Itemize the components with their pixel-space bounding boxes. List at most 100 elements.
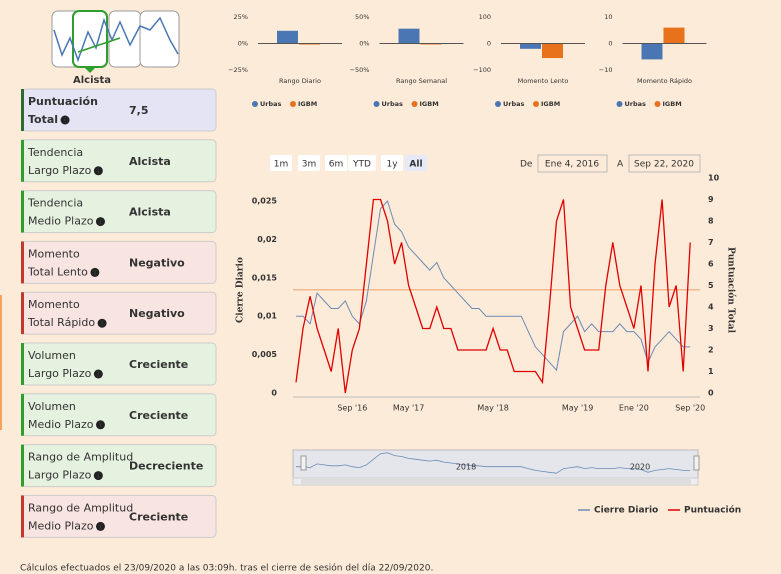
info-icon <box>93 166 103 176</box>
range-button[interactable] <box>348 155 376 171</box>
legend-swatch <box>533 101 539 107</box>
card-label: Medio Plazo <box>28 418 94 431</box>
info-icon <box>95 420 105 430</box>
card-label: Total Rápido <box>27 316 95 329</box>
info-icon <box>90 267 100 277</box>
y-tick-label: 25% <box>234 13 248 21</box>
legend-label: Urbas <box>503 100 525 108</box>
y2-tick-label: 4 <box>708 303 714 312</box>
y-tick-label: 0 <box>608 40 612 48</box>
x-tick-label: May '17 <box>393 404 424 413</box>
navigator-handle[interactable] <box>693 455 700 471</box>
range-button[interactable] <box>298 155 320 171</box>
info-icon <box>60 115 70 125</box>
y2-tick-label: 0 <box>708 389 714 398</box>
navigator[interactable] <box>292 449 699 479</box>
y2-tick-label: 3 <box>708 324 714 333</box>
chart-title: Momento Lento <box>518 77 569 85</box>
y2-tick-label: 1 <box>708 367 714 376</box>
card-value: Decreciente <box>129 460 203 473</box>
card-label: Tendencia <box>27 197 83 210</box>
legend-swatch <box>373 101 380 107</box>
navigator-label: 2020 <box>630 463 650 472</box>
date-input[interactable] <box>537 154 608 173</box>
series-line <box>295 198 691 394</box>
info-icon <box>95 521 105 531</box>
legend-swatch <box>411 101 418 107</box>
card-accent <box>21 292 24 335</box>
to-label: A <box>617 160 624 170</box>
y-tick-label: 0% <box>359 40 369 48</box>
card-accent <box>21 139 24 182</box>
y-tick-label: 0% <box>238 40 248 48</box>
card-label: Largo Plazo <box>28 367 92 380</box>
legend-swatch <box>252 101 258 107</box>
navigator-line <box>296 452 691 474</box>
y2-tick-label: 2 <box>708 346 714 355</box>
scrollbar-thumb[interactable] <box>301 478 691 485</box>
y2-tick-label: 8 <box>708 217 714 226</box>
info-icon <box>97 318 107 328</box>
legend-label: IGBM <box>420 100 439 108</box>
y-axis-title: Cierre Diario <box>236 257 246 323</box>
y-tick-label: 0,01 <box>257 312 277 321</box>
info-glyph: i <box>99 522 102 531</box>
card-value: Creciente <box>129 409 188 422</box>
x-tick-label: Sep '16 <box>337 404 367 413</box>
from-label: De <box>520 160 533 170</box>
date-input-text[interactable]: Sep 22, 2020 <box>634 160 694 170</box>
card-label: Medio Plazo <box>28 519 94 532</box>
bar <box>277 30 298 44</box>
legend-label: Puntuación <box>684 505 741 516</box>
info-icon <box>93 471 103 481</box>
logo: Alcista <box>51 10 180 86</box>
y-tick-label: −100 <box>473 66 491 74</box>
info-icon <box>95 217 105 227</box>
y2-axis-title: Puntuación Total <box>726 247 737 334</box>
card-accent <box>21 241 24 284</box>
range-button[interactable] <box>405 155 427 171</box>
date-input-text[interactable]: Ene 4, 2016 <box>545 160 599 170</box>
range-button-label[interactable]: 6m <box>329 160 344 170</box>
legend-label: Cierre Diario <box>594 506 658 516</box>
range-button-label[interactable]: 1y <box>386 160 398 170</box>
range-button[interactable] <box>381 155 403 171</box>
y-tick-label: 0,025 <box>252 197 278 206</box>
range-button-label[interactable]: 3m <box>302 160 317 170</box>
date-input[interactable] <box>628 154 701 173</box>
info-glyph: i <box>64 116 67 125</box>
info-icon <box>93 369 103 379</box>
card-label: Total Lento <box>27 265 88 278</box>
footer: Cálculos efectuados el 23/09/2020 a las … <box>20 563 433 574</box>
navigator-handle[interactable] <box>300 455 307 471</box>
chart-title: Rango Semanal <box>396 77 447 85</box>
x-tick-label: May '18 <box>477 404 508 413</box>
range-button[interactable] <box>325 155 347 171</box>
card-label: Medio Plazo <box>28 215 94 228</box>
legend-label: Urbas <box>382 100 404 108</box>
bar <box>542 43 563 59</box>
logo-trend <box>77 37 121 53</box>
info-glyph: i <box>97 166 100 175</box>
range-button[interactable] <box>270 155 292 171</box>
range-button-label[interactable]: YTD <box>352 160 371 170</box>
legend-swatch <box>290 101 296 107</box>
y2-tick-label: 10 <box>708 174 720 183</box>
info-glyph: i <box>94 268 97 277</box>
range-button-label[interactable]: All <box>409 160 422 170</box>
card-value: Creciente <box>129 358 188 371</box>
legend-label: IGBM <box>541 100 560 108</box>
card-value: Alcista <box>129 206 171 219</box>
y-tick-label: 0 <box>487 40 491 48</box>
card-value: Creciente <box>129 510 188 523</box>
logo-tile <box>139 10 180 68</box>
legend-swatch <box>616 101 623 107</box>
legend-label: Urbas <box>625 100 647 108</box>
range-button-label[interactable]: 1m <box>274 160 289 170</box>
card-label: Momento <box>28 298 80 311</box>
info-glyph: i <box>97 471 100 480</box>
card-label: Tendencia <box>27 146 83 159</box>
bar <box>398 28 420 44</box>
